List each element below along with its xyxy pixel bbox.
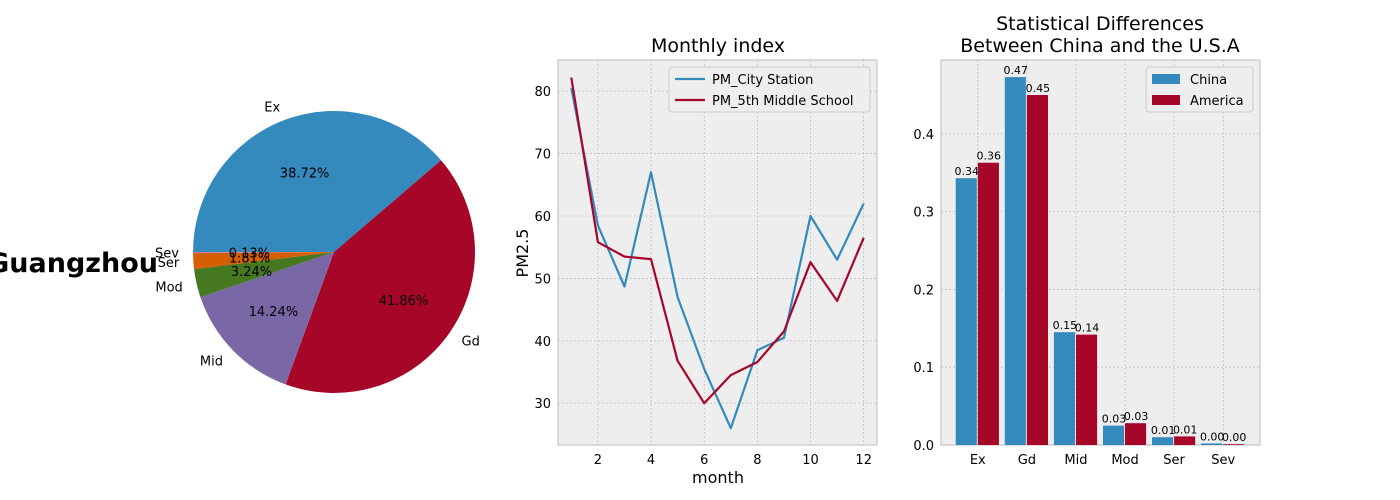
pie-labels: Ex 38.72% Gd 41.86% Mid 14.24% Mod 3.24% Ser 1.81… <box>155 101 480 370</box>
line-y-tick-label: 40 <box>534 335 551 350</box>
pie-slice-ex <box>193 111 442 252</box>
bar-america-ex <box>977 162 999 445</box>
line-series <box>570 77 865 430</box>
line-x-tick-label: 10 <box>802 453 819 468</box>
legend-swatch-china <box>1152 74 1180 84</box>
bar-x-tick-label-sev: Sev <box>1211 453 1235 468</box>
pie-label-mid: Mid <box>200 354 223 369</box>
bar-value-label-america-ex: 0.36 <box>977 150 1002 163</box>
line-chart-title: Monthly index <box>651 35 785 57</box>
line-chart-panel: Monthly index 2 4 6 8 10 12 30 40 50 60 70 80 month… <box>513 35 878 487</box>
bar-china-ser <box>1152 437 1174 445</box>
bar-y-tick-label: 0.0 <box>913 439 934 454</box>
line-series-pm-5th-middle-school <box>570 77 865 405</box>
bar-y-tick-label: 0.3 <box>913 206 934 221</box>
bar-value-label-china-ser: 0.01 <box>1151 424 1176 437</box>
bar-y-tick-label: 0.1 <box>913 361 934 376</box>
bar-value-label-china-sev: 0.00 <box>1200 430 1225 443</box>
pie-slices <box>192 111 475 393</box>
pie-label-sev: Sev <box>155 247 179 262</box>
pie-pct-mod: 3.24% <box>231 265 272 280</box>
bar-x-tick-label-mod: Mod <box>1111 453 1138 468</box>
line-y-tick-label: 30 <box>534 397 551 412</box>
line-y-tick-label: 50 <box>534 272 551 287</box>
bar-america-mod <box>1125 423 1147 445</box>
bar-china-ex <box>955 178 977 445</box>
pie-label-ser: Ser <box>158 256 180 271</box>
pie-pct-mid: 14.24% <box>249 305 299 320</box>
pie-slice-gd <box>285 160 475 393</box>
line-x-axis-label: month <box>692 468 744 487</box>
legend-label-china: China <box>1190 73 1227 88</box>
legend-label-america: America <box>1190 94 1244 109</box>
bar-legend: China America <box>1145 66 1254 113</box>
pie-label-gd: Gd <box>462 334 480 349</box>
bar-value-label-america-mid: 0.14 <box>1075 322 1100 335</box>
line-x-tick-label: 2 <box>594 453 602 468</box>
line-y-tick-label: 80 <box>534 85 551 100</box>
legend-swatch-america <box>1152 95 1180 105</box>
bar-america-gd <box>1026 95 1048 445</box>
line-legend: PM_City Station PM_5th Middle School <box>668 66 871 113</box>
bar-bars: 0.340.360.470.450.150.140.030.030.010.01… <box>955 64 1247 445</box>
line-y-axis-label: PM2.5 <box>513 229 532 278</box>
bar-x-tick-label-ser: Ser <box>1163 453 1185 468</box>
bar-value-label-china-ex: 0.34 <box>955 165 980 178</box>
bar-china-mid <box>1053 332 1075 445</box>
bar-chart-title-line2: Between China and the U.S.A <box>960 35 1240 57</box>
bar-value-label-america-ser: 0.01 <box>1173 423 1198 436</box>
bar-value-label-america-gd: 0.45 <box>1026 82 1051 95</box>
line-tick-labels: 2 4 6 8 10 12 30 40 50 60 70 80 <box>534 85 872 468</box>
bar-x-tick-label-gd: Gd <box>1018 453 1036 468</box>
legend-label-5th-middle-school: PM_5th Middle School <box>712 94 854 109</box>
bar-value-label-china-mid: 0.15 <box>1053 319 1078 332</box>
line-x-tick-label: 12 <box>855 453 872 468</box>
line-plot-area <box>557 59 878 446</box>
city-label: Guangzhou <box>0 248 158 279</box>
bar-x-tick-label-mid: Mid <box>1064 453 1087 468</box>
pie-pct-sev: 0.13% <box>229 246 270 261</box>
pie-pct-gd: 41.86% <box>379 294 429 309</box>
bar-x-tick-label-ex: Ex <box>970 453 986 468</box>
pie-label-mod: Mod <box>155 280 182 295</box>
line-legend-box <box>668 66 871 113</box>
pie-slice-mid <box>200 252 334 385</box>
pie-pct-ex: 38.72% <box>280 167 330 182</box>
line-x-tick-label: 6 <box>700 453 708 468</box>
pie-label-ex: Ex <box>264 101 280 116</box>
line-x-tick-label: 4 <box>647 453 655 468</box>
line-series-pm-city-station <box>570 87 865 430</box>
bar-america-mid <box>1076 334 1098 445</box>
line-y-tick-label: 60 <box>534 210 551 225</box>
bar-y-tick-label: 0.2 <box>913 283 934 298</box>
pie-slice-mod <box>194 252 334 298</box>
bar-america-sev <box>1223 444 1245 445</box>
pie-pct-ser: 1.81% <box>229 252 270 267</box>
bar-chart-title-line1: Statistical Differences <box>996 13 1204 35</box>
pie-slice-ser <box>193 252 334 270</box>
bar-china-gd <box>1004 77 1026 445</box>
bar-value-label-china-gd: 0.47 <box>1004 64 1029 77</box>
bar-value-label-america-mod: 0.03 <box>1124 410 1149 423</box>
pie-slice-sev <box>192 252 334 254</box>
bar-value-label-america-sev: 0.00 <box>1222 431 1247 444</box>
bar-tick-labels: 0.0 0.1 0.2 0.3 0.4 Ex Gd Mid Mod Ser Sev <box>913 128 1235 468</box>
bar-value-label-china-mod: 0.03 <box>1102 413 1127 426</box>
pie-chart-panel: Guangzhou Ex 38.72% Gd 41.86% Mid 14.24% Mod 3.… <box>0 101 480 393</box>
bar-china-mod <box>1103 425 1125 445</box>
line-y-tick-label: 70 <box>534 148 551 163</box>
legend-label-city-station: PM_City Station <box>712 73 813 88</box>
bar-america-ser <box>1174 436 1196 445</box>
bar-china-sev <box>1201 443 1223 445</box>
bar-chart-panel: Statistical Differences Between China an… <box>913 13 1261 468</box>
line-x-tick-label: 8 <box>753 453 761 468</box>
bar-y-tick-label: 0.4 <box>913 128 934 143</box>
